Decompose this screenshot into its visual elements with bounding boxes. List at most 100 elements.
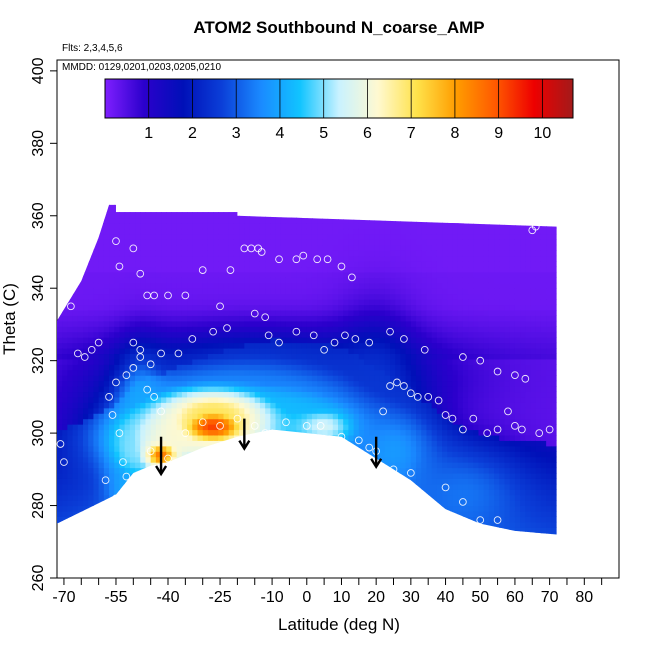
heatmap-cell <box>109 402 115 409</box>
heatmap-cell <box>218 255 225 262</box>
heatmap-cell <box>155 331 162 338</box>
heatmap-cell <box>353 331 360 338</box>
heatmap-cell <box>410 233 417 240</box>
heatmap-cell <box>98 358 105 365</box>
heatmap-cell <box>280 505 287 512</box>
heatmap-cell <box>233 293 240 300</box>
heatmap-cell <box>296 261 303 268</box>
heatmap-cell <box>140 196 146 202</box>
heatmap-cell <box>171 440 178 447</box>
heatmap-cell <box>306 478 313 485</box>
heatmap-cell <box>364 228 370 235</box>
heatmap-cell <box>171 380 178 387</box>
heatmap-cell <box>358 255 365 262</box>
heatmap-cell <box>348 505 355 512</box>
heatmap-cell <box>197 304 204 311</box>
heatmap-cell <box>358 424 365 431</box>
heatmap-cell <box>426 407 433 414</box>
heatmap-cell <box>155 315 162 322</box>
heatmap-cell <box>306 212 313 219</box>
heatmap-cell <box>410 353 417 360</box>
heatmap-cell <box>103 451 110 458</box>
heatmap-cell <box>426 516 433 523</box>
heatmap-cell <box>270 288 277 295</box>
heatmap-cell <box>213 217 219 224</box>
heatmap-cell <box>400 478 407 485</box>
heatmap-cell <box>166 293 173 300</box>
heatmap-cell <box>280 293 287 300</box>
heatmap-cell <box>114 358 121 365</box>
heatmap-cell <box>327 204 334 208</box>
heatmap-cell <box>161 407 167 414</box>
heatmap-cell <box>109 299 115 306</box>
heatmap-cell <box>140 337 147 344</box>
heatmap-cell <box>202 451 209 458</box>
heatmap-cell <box>338 510 344 518</box>
heatmap-cell <box>192 255 199 262</box>
heatmap-cell <box>181 299 188 306</box>
heatmap-cell <box>129 369 136 376</box>
heatmap-cell <box>140 510 147 518</box>
heatmap-cell <box>416 413 422 420</box>
heatmap-cell <box>374 391 381 398</box>
heatmap-cell <box>62 544 68 550</box>
heatmap-cell <box>93 244 100 251</box>
heatmap-cell <box>233 494 240 501</box>
heatmap-cell <box>207 364 214 371</box>
heatmap-cell <box>244 337 251 344</box>
heatmap-cell <box>119 418 126 425</box>
heatmap-cell <box>400 250 407 257</box>
heatmap-cell <box>369 418 376 425</box>
heatmap-cell <box>317 462 323 469</box>
heatmap-cell <box>311 326 318 333</box>
heatmap-cell <box>343 239 349 246</box>
heatmap-cell <box>213 239 219 246</box>
heatmap-cell <box>135 266 141 273</box>
heatmap-cell <box>67 342 74 349</box>
heatmap-cell <box>124 315 131 322</box>
heatmap-cell <box>358 364 365 371</box>
heatmap-cell <box>88 255 95 262</box>
heatmap-cell <box>291 505 297 512</box>
heatmap-cell <box>129 239 136 246</box>
heatmap-cell <box>416 527 422 534</box>
heatmap-cell <box>369 440 376 447</box>
heatmap-cell <box>181 255 188 262</box>
heatmap-cell <box>348 521 355 528</box>
heatmap-cell <box>166 304 173 311</box>
heatmap-cell <box>67 288 74 295</box>
heatmap-cell <box>275 516 282 523</box>
heatmap-cell <box>353 489 360 496</box>
heatmap-cell <box>125 544 131 550</box>
heatmap-cell <box>119 440 126 447</box>
heatmap-cell <box>400 462 407 469</box>
heatmap-cell <box>338 261 344 268</box>
heatmap-cell <box>301 445 308 452</box>
heatmap-cell <box>421 282 428 289</box>
heatmap-cell <box>416 271 422 278</box>
heatmap-cell <box>166 228 173 235</box>
heatmap-cell <box>426 204 433 208</box>
heatmap-cell <box>411 196 417 202</box>
heatmap-cell <box>103 282 110 289</box>
heatmap-cell <box>311 309 318 316</box>
heatmap-cell <box>218 196 224 202</box>
heatmap-cell <box>207 266 214 273</box>
heatmap-cell <box>395 375 402 382</box>
heatmap-cell <box>426 347 433 355</box>
heatmap-cell <box>161 244 167 251</box>
heatmap-cell <box>223 489 230 496</box>
heatmap-cell <box>317 337 323 344</box>
heatmap-cell <box>218 391 225 398</box>
heatmap-cell <box>218 364 225 371</box>
heatmap-cell <box>192 478 199 485</box>
heatmap-cell <box>171 315 178 322</box>
heatmap-cell <box>395 239 402 246</box>
heatmap-cell <box>114 233 121 240</box>
heatmap-cell <box>98 282 105 289</box>
heatmap-cell <box>421 544 427 550</box>
heatmap-cell <box>358 527 365 534</box>
heatmap-cell <box>285 386 292 393</box>
heatmap-cell <box>249 369 256 376</box>
heatmap-cell <box>358 402 365 409</box>
